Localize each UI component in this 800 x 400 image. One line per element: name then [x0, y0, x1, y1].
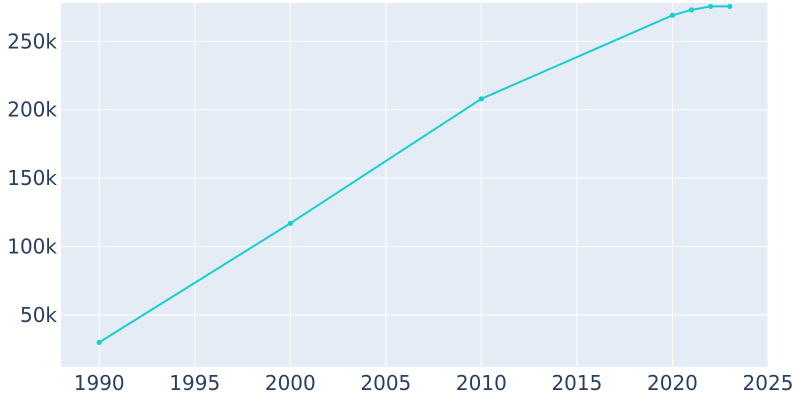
data-point	[287, 220, 293, 226]
y-tick-label: 250k	[7, 29, 57, 53]
x-tick-label: 2025	[743, 371, 794, 395]
y-tick-label: 200k	[7, 98, 57, 122]
x-tick-label: 1995	[169, 371, 220, 395]
grid-lines	[61, 3, 769, 367]
y-tick-label: 50k	[20, 303, 57, 327]
y-tick-label: 100k	[7, 235, 57, 259]
x-tick-label: 2020	[647, 371, 698, 395]
x-tick-label: 2015	[551, 371, 602, 395]
data-point	[708, 3, 714, 10]
data-point	[688, 7, 695, 13]
plot-background	[61, 3, 768, 367]
data-point	[96, 339, 102, 345]
x-tick-label: 2010	[456, 371, 507, 395]
data-point	[727, 3, 733, 10]
series-layer	[96, 3, 733, 345]
data-point	[478, 96, 484, 102]
x-tick-label: 2005	[360, 371, 411, 395]
x-axis-tick-labels: 1990 1995 2000 2005 2010 2015 2020 2025	[74, 371, 794, 395]
y-axis-tick-labels: 50k 100k 150k 200k 250k	[7, 29, 57, 327]
data-point	[669, 12, 676, 18]
x-tick-label: 1990	[74, 371, 125, 395]
x-tick-label: 2000	[265, 371, 316, 395]
y-tick-label: 150k	[7, 166, 57, 190]
